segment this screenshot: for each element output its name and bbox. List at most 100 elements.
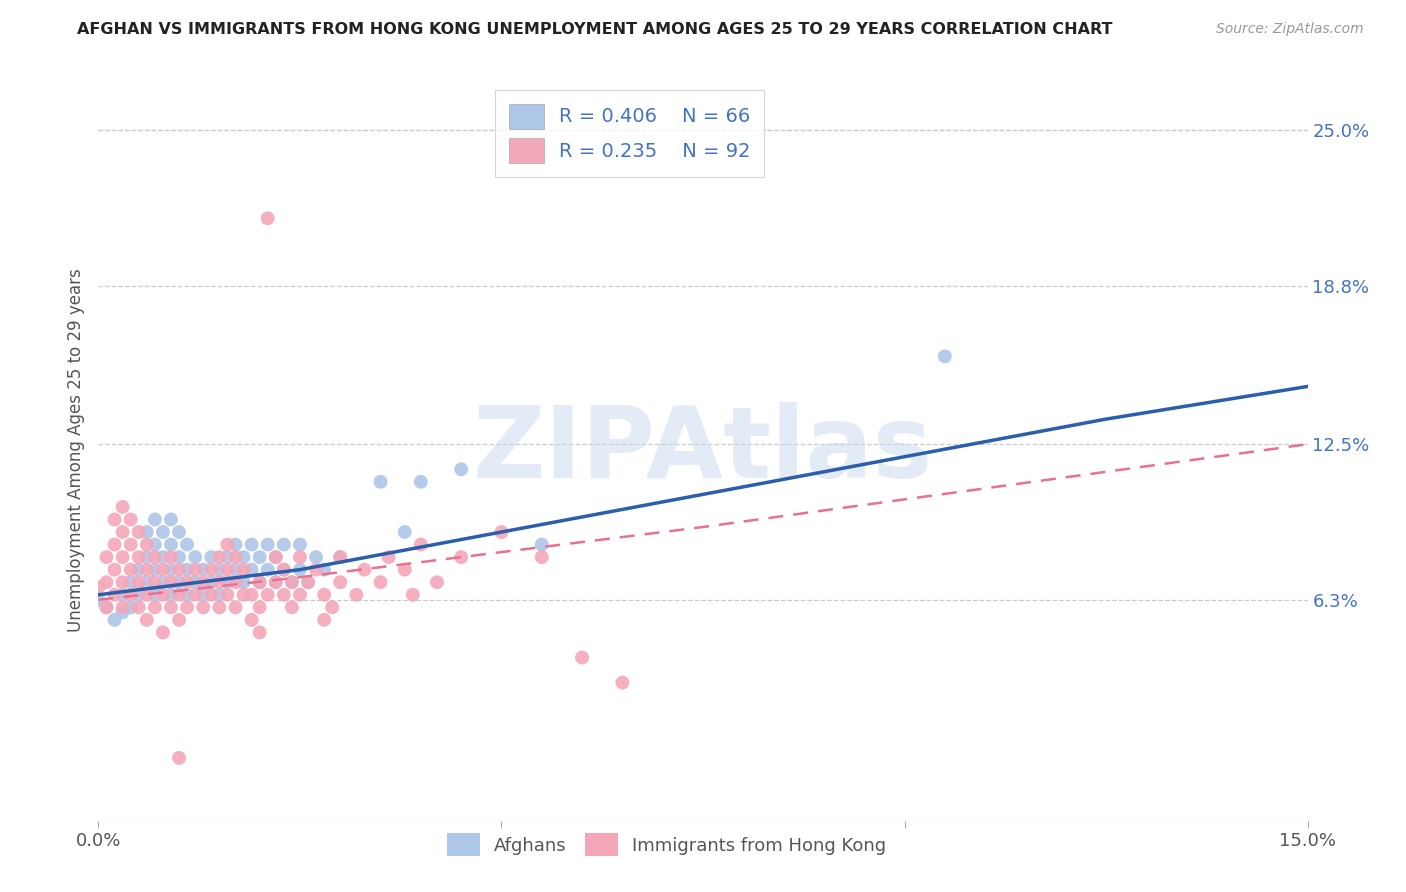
- Point: [184, 588, 207, 602]
- Point: [217, 575, 239, 590]
- Point: [135, 563, 157, 577]
- Point: [402, 588, 425, 602]
- Point: [111, 524, 134, 539]
- Point: [208, 600, 231, 615]
- Point: [344, 588, 367, 602]
- Point: [200, 575, 222, 590]
- Point: [160, 588, 183, 602]
- Point: [409, 475, 432, 489]
- Point: [152, 563, 174, 577]
- Point: [297, 575, 319, 590]
- Point: [256, 563, 278, 577]
- Point: [249, 575, 271, 590]
- Point: [273, 538, 295, 552]
- Point: [491, 524, 513, 539]
- Point: [450, 550, 472, 565]
- Point: [329, 575, 352, 590]
- Point: [208, 588, 231, 602]
- Point: [264, 575, 287, 590]
- Point: [135, 613, 157, 627]
- Point: [281, 575, 304, 590]
- Point: [160, 538, 183, 552]
- Point: [152, 588, 174, 602]
- Point: [103, 563, 125, 577]
- Point: [135, 550, 157, 565]
- Point: [87, 580, 110, 594]
- Point: [184, 575, 207, 590]
- Point: [167, 550, 190, 565]
- Point: [96, 575, 118, 590]
- Point: [128, 575, 150, 590]
- Point: [128, 550, 150, 565]
- Point: [193, 588, 215, 602]
- Point: [128, 588, 150, 602]
- Point: [232, 588, 254, 602]
- Point: [87, 592, 110, 607]
- Point: [111, 605, 134, 619]
- Point: [96, 600, 118, 615]
- Point: [167, 588, 190, 602]
- Point: [394, 563, 416, 577]
- Point: [111, 588, 134, 602]
- Point: [314, 588, 336, 602]
- Point: [240, 538, 263, 552]
- Point: [273, 588, 295, 602]
- Point: [103, 512, 125, 526]
- Point: [184, 550, 207, 565]
- Point: [377, 550, 399, 565]
- Point: [273, 563, 295, 577]
- Point: [111, 550, 134, 565]
- Point: [394, 524, 416, 539]
- Point: [249, 575, 271, 590]
- Point: [160, 563, 183, 577]
- Point: [288, 563, 311, 577]
- Point: [111, 575, 134, 590]
- Legend: Afghans, Immigrants from Hong Kong: Afghans, Immigrants from Hong Kong: [440, 826, 893, 863]
- Point: [256, 211, 278, 226]
- Point: [120, 538, 142, 552]
- Point: [240, 613, 263, 627]
- Point: [160, 512, 183, 526]
- Point: [249, 600, 271, 615]
- Point: [314, 613, 336, 627]
- Point: [193, 575, 215, 590]
- Point: [120, 575, 142, 590]
- Point: [612, 675, 634, 690]
- Point: [135, 575, 157, 590]
- Point: [240, 563, 263, 577]
- Point: [217, 538, 239, 552]
- Point: [176, 588, 198, 602]
- Point: [193, 563, 215, 577]
- Point: [193, 600, 215, 615]
- Point: [143, 538, 166, 552]
- Point: [281, 575, 304, 590]
- Point: [288, 538, 311, 552]
- Point: [305, 563, 328, 577]
- Text: Source: ZipAtlas.com: Source: ZipAtlas.com: [1216, 22, 1364, 37]
- Point: [249, 550, 271, 565]
- Point: [152, 524, 174, 539]
- Point: [143, 575, 166, 590]
- Point: [370, 575, 392, 590]
- Point: [184, 563, 207, 577]
- Point: [305, 550, 328, 565]
- Point: [167, 613, 190, 627]
- Point: [232, 550, 254, 565]
- Point: [321, 600, 343, 615]
- Point: [176, 600, 198, 615]
- Point: [208, 563, 231, 577]
- Point: [176, 563, 198, 577]
- Point: [152, 575, 174, 590]
- Point: [152, 550, 174, 565]
- Point: [450, 462, 472, 476]
- Point: [264, 550, 287, 565]
- Point: [96, 550, 118, 565]
- Point: [530, 538, 553, 552]
- Point: [143, 563, 166, 577]
- Point: [240, 588, 263, 602]
- Point: [160, 575, 183, 590]
- Point: [200, 588, 222, 602]
- Point: [314, 563, 336, 577]
- Point: [176, 575, 198, 590]
- Point: [217, 550, 239, 565]
